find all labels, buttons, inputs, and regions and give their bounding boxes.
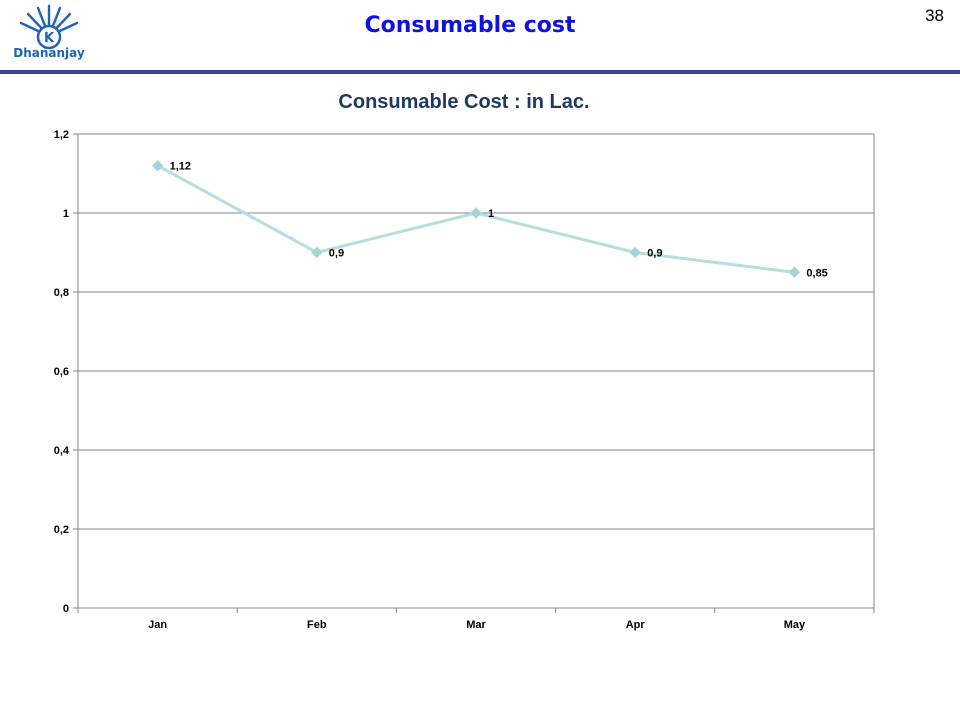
series-line (156, 164, 795, 274)
chart-title: Consumable Cost : in Lac. (338, 91, 589, 113)
y-tick-label: 0,4 (54, 445, 70, 457)
header-rule (0, 70, 960, 74)
data-point-marker (470, 207, 482, 219)
data-point-marker (151, 159, 164, 172)
labels: 0 0,2 0,4 0,6 0,8 1 1,2 Jan Feb Mar Apr May 1,12 0,9 1… (54, 129, 828, 631)
data-label: 0,9 (647, 248, 662, 260)
y-tick-label: 1 (63, 208, 69, 220)
y-tick-label: 0,6 (54, 366, 69, 378)
y-tick-label: 0 (63, 603, 69, 615)
x-tick-label: Apr (626, 619, 646, 631)
data-label: 1 (488, 208, 494, 220)
slide-title: Consumable cost (364, 13, 576, 38)
y-tick-label: 1,2 (54, 129, 69, 141)
data-point-marker (629, 246, 641, 259)
y-tick-label: 0,2 (54, 524, 69, 536)
data-point-marker (311, 246, 323, 259)
series (151, 159, 801, 278)
logo-text: Dhananjay (13, 46, 85, 60)
axes (73, 133, 875, 613)
data-point-marker (788, 266, 801, 278)
x-tick-label: Mar (466, 619, 486, 631)
page-number: 38 (925, 6, 944, 25)
dhananjay-logo: K (19, 4, 79, 50)
data-label: 1,12 (170, 161, 191, 173)
logo-letter: K (44, 31, 55, 46)
data-label: 0,85 (806, 267, 827, 279)
x-tick-label: Feb (307, 619, 327, 631)
x-tick-label: May (784, 619, 806, 631)
data-label: 0,9 (329, 248, 344, 260)
gridlines (78, 133, 874, 609)
y-tick-label: 0,8 (54, 287, 69, 299)
x-tick-label: Jan (148, 619, 167, 631)
